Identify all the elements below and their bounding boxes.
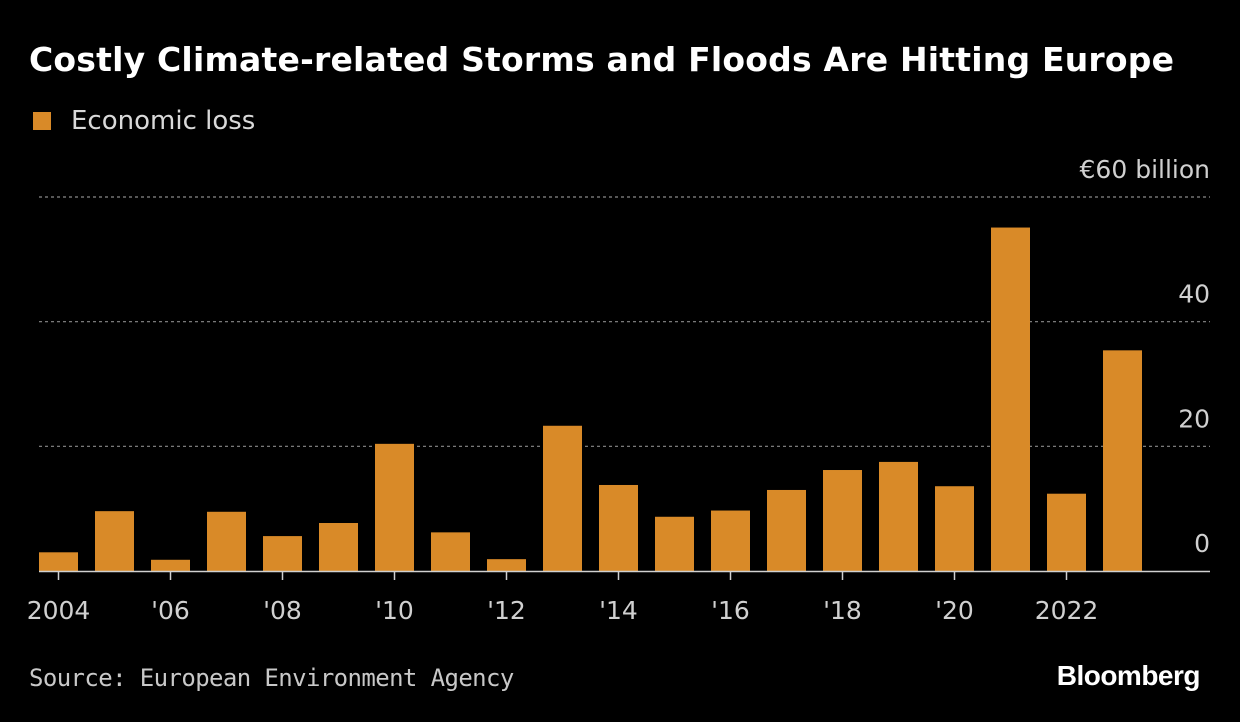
- x-tick-label: 2022: [1035, 596, 1099, 625]
- source-note: Source: European Environment Agency: [29, 664, 514, 692]
- bar: [1103, 350, 1142, 571]
- bar: [319, 523, 358, 571]
- x-tick-label: '18: [823, 596, 862, 625]
- bar: [711, 510, 750, 571]
- bloomberg-logo: Bloomberg: [1056, 660, 1201, 691]
- x-tick-label: '14: [599, 596, 638, 625]
- x-tick-label: '16: [711, 596, 750, 625]
- x-tick-label: '08: [263, 596, 302, 625]
- bar: [39, 552, 78, 571]
- x-tick-label: '20: [935, 596, 974, 625]
- x-tick-label: '06: [151, 596, 190, 625]
- bar: [823, 470, 862, 571]
- bar: [935, 486, 974, 571]
- bar: [599, 484, 638, 571]
- bar: [655, 516, 694, 571]
- bar: [767, 489, 806, 571]
- x-tick-label: '10: [375, 596, 414, 625]
- bar: [263, 536, 302, 571]
- bar: [431, 532, 470, 571]
- y-tick-label: €60 billion: [1080, 155, 1210, 184]
- bar: [879, 461, 918, 571]
- y-tick-label: 20: [1178, 404, 1210, 433]
- y-tick-label: 40: [1178, 280, 1210, 309]
- bar: [1047, 493, 1086, 571]
- bar: [543, 425, 582, 571]
- x-tick-label: 2004: [27, 596, 91, 625]
- bar: [95, 511, 134, 571]
- x-tick-label: '12: [487, 596, 526, 625]
- chart-title: Costly Climate-related Storms and Floods…: [29, 40, 1175, 79]
- bar: [151, 559, 190, 571]
- y-tick-label: 0: [1194, 529, 1210, 558]
- legend: Economic loss: [33, 106, 255, 136]
- legend-swatch: [33, 112, 51, 130]
- bar: [991, 227, 1030, 571]
- bar: [207, 511, 246, 571]
- bar: [487, 559, 526, 571]
- bar: [375, 443, 414, 571]
- legend-label: Economic loss: [71, 106, 256, 136]
